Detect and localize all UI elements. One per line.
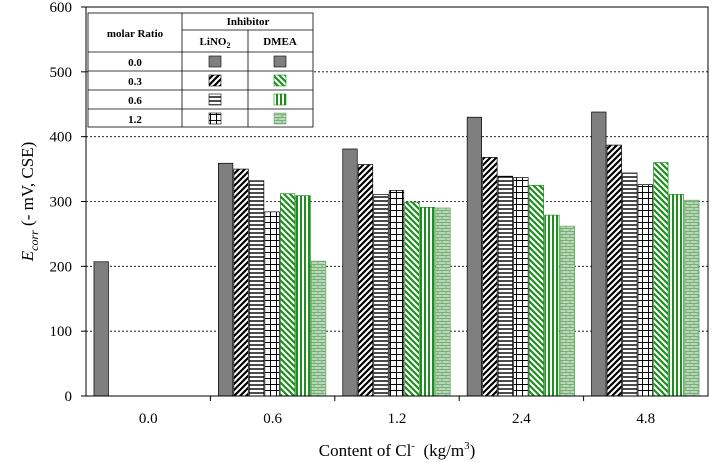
bar: [544, 214, 560, 397]
x-tick-label: 1.2: [388, 411, 407, 427]
bar: [373, 194, 389, 397]
bar: [249, 180, 265, 397]
y-tick-label: 600: [50, 0, 73, 16]
x-tick-label: 2.4: [512, 411, 531, 427]
bar: [295, 195, 311, 397]
bar: [684, 199, 700, 397]
y-tick-label: 100: [50, 324, 73, 340]
legend-swatch-lino2-3: [208, 112, 222, 125]
bar: [591, 111, 607, 397]
legend-row-label: 1.2: [128, 114, 142, 126]
bar: [637, 184, 653, 397]
y-tick-label: 300: [50, 195, 73, 211]
x-tick-label: 4.8: [636, 411, 655, 427]
bar: [622, 172, 638, 397]
bar: [280, 193, 296, 397]
legend-swatch-dmea-3: [273, 112, 287, 125]
bar: [668, 194, 684, 397]
axis-ticks: 0 100 200 300 400 500 600 0.0 0.6 1.2 2.4 4.8: [50, 0, 656, 427]
bar: [311, 260, 327, 397]
bar: [342, 148, 358, 397]
bar: [404, 201, 420, 397]
legend-swatch-lino2-2: [208, 93, 222, 106]
bar: [606, 144, 622, 397]
x-tick-label: 0.6: [263, 411, 282, 427]
bar: [233, 168, 249, 397]
legend-row-label: 0.6: [128, 95, 142, 107]
y-axis-title: Ecorr (- mV, CSE): [18, 142, 41, 263]
bar: [419, 206, 436, 397]
bar: [528, 184, 545, 397]
legend-col-lino2: LiNO2: [200, 36, 231, 50]
legend-row-label: 0.3: [128, 76, 142, 88]
bar: [93, 261, 109, 397]
bar: [653, 162, 669, 397]
legend-col-dmea: DMEA: [263, 36, 297, 48]
legend: molar Ratio Inhibitor LiNO2 DMEA 0.0 0.3…: [87, 12, 314, 128]
bar: [497, 175, 513, 397]
legend-swatch-dmea-0: [273, 55, 287, 68]
y-tick-label: 400: [50, 130, 73, 146]
x-axis-title: Content of Cl- (kg/m3): [319, 440, 476, 460]
y-tick-label: 0: [65, 389, 73, 405]
legend-header-ratio: molar Ratio: [107, 28, 164, 40]
bars: [93, 111, 700, 397]
bar: [388, 190, 405, 397]
bar: [435, 207, 451, 397]
bar: [559, 225, 576, 397]
x-tick-label: 0.0: [139, 411, 158, 427]
legend-swatch-dmea-1: [273, 74, 287, 87]
y-tick-label: 500: [50, 65, 73, 81]
legend-header-inhibitor: Inhibitor: [227, 16, 270, 28]
bar: [264, 211, 280, 397]
y-tick-label: 200: [50, 259, 73, 275]
bar: [466, 116, 482, 397]
legend-swatch-lino2-0: [208, 55, 222, 68]
bar: [357, 164, 374, 397]
bar: [513, 177, 529, 397]
bar: [218, 162, 234, 397]
legend-swatch-lino2-1: [208, 74, 222, 87]
bar: [482, 157, 498, 397]
legend-swatch-dmea-2: [273, 93, 287, 106]
legend-row-label: 0.0: [128, 57, 142, 69]
